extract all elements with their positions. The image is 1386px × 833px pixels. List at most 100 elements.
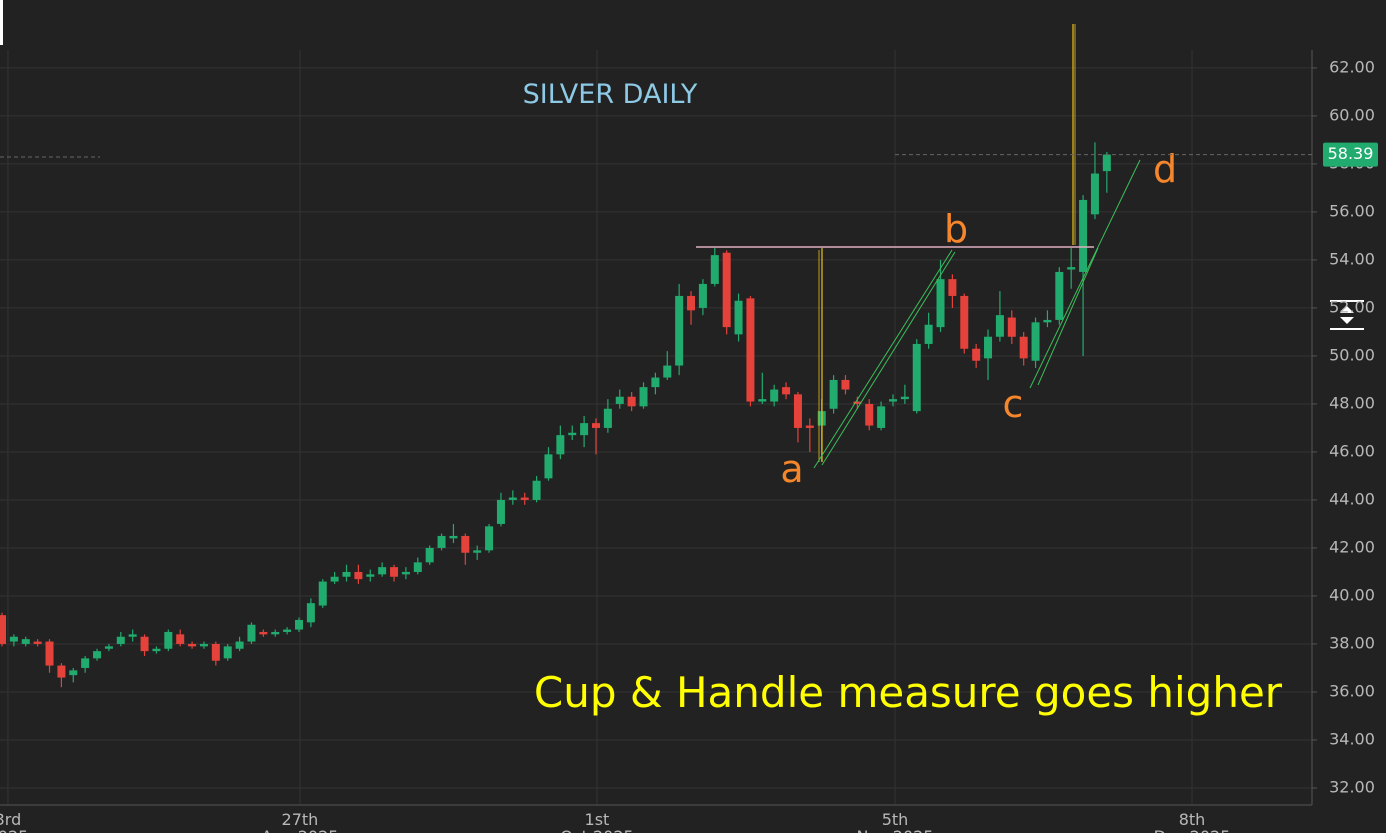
candle-body — [223, 646, 232, 659]
candle-body — [294, 619, 303, 630]
x-tick-label: 3rd — [0, 810, 21, 829]
candle-body — [45, 641, 54, 666]
candle-body — [912, 343, 921, 412]
candle-body — [188, 643, 197, 647]
candle-body — [1055, 271, 1064, 320]
y-tick-label: 50.00 — [1329, 345, 1375, 364]
candle-body — [675, 295, 684, 366]
candle-body — [496, 499, 505, 524]
candle-body — [390, 567, 399, 577]
candle-body — [33, 641, 42, 644]
wave-label: c — [1003, 382, 1024, 426]
candle-body — [461, 535, 470, 553]
candle-body — [199, 643, 208, 647]
y-tick-label: 40.00 — [1329, 585, 1375, 604]
wave-label: b — [944, 207, 968, 251]
candle-body — [841, 379, 850, 390]
candle-body — [793, 394, 802, 428]
candle-body — [354, 571, 363, 580]
candle-body — [710, 255, 719, 284]
candle-body — [401, 571, 410, 575]
y-tick-label: 36.00 — [1329, 681, 1375, 700]
candle-body — [615, 396, 624, 404]
y-tick-label: 46.00 — [1329, 441, 1375, 460]
candle-body — [782, 387, 791, 395]
candle-body — [936, 279, 945, 328]
candle-body — [57, 665, 66, 678]
candle-body — [698, 283, 707, 308]
candle-body — [330, 576, 339, 582]
candle-body — [805, 425, 814, 428]
y-tick-label: 52.00 — [1329, 297, 1375, 316]
candle-body — [318, 581, 327, 606]
wave-label: a — [780, 447, 803, 491]
candle-body — [21, 639, 30, 644]
candle-body — [306, 603, 315, 623]
x-tick-sublabel: Oct 2025 — [560, 827, 633, 833]
candle-body — [437, 535, 446, 548]
candle-body — [520, 497, 529, 500]
candle-body — [900, 396, 909, 400]
candle-body — [473, 550, 482, 553]
grid — [0, 50, 1312, 805]
candle-body — [651, 377, 660, 388]
y-tick-label: 54.00 — [1329, 249, 1375, 268]
y-tick-label: 32.00 — [1329, 777, 1375, 796]
y-tick-label: 56.00 — [1329, 201, 1375, 220]
x-tick-label: 27th — [282, 810, 319, 829]
y-tick-label: 38.00 — [1329, 633, 1375, 652]
chart-title: SILVER DAILY — [523, 79, 698, 110]
candle-body — [283, 629, 292, 632]
candle-body — [271, 631, 280, 635]
candle-body — [508, 497, 517, 500]
candle-body — [639, 387, 648, 407]
candle-body — [591, 423, 600, 428]
handle-arrows — [1340, 306, 1354, 324]
candle-body — [568, 432, 577, 436]
candle-body — [1031, 322, 1040, 361]
candle-body — [425, 547, 434, 563]
candle-body — [247, 624, 256, 642]
candle-body — [1019, 336, 1028, 359]
x-tick-sublabel: Dec 2025 — [1154, 827, 1231, 833]
scale-handle[interactable] — [1330, 298, 1364, 332]
candle-body — [1067, 267, 1076, 270]
candle-body — [1090, 173, 1099, 215]
candle-body — [722, 252, 731, 328]
candle-body — [69, 670, 78, 676]
y-tick-label: 60.00 — [1329, 105, 1375, 124]
candle-body — [164, 631, 173, 649]
x-tick-label: 8th — [1179, 810, 1206, 829]
x-tick-label: 1st — [585, 810, 610, 829]
handle-bg[interactable] — [1330, 298, 1364, 332]
candle-body — [1043, 319, 1052, 323]
candle-body — [366, 574, 375, 577]
candle-body — [770, 389, 779, 402]
candle-body — [972, 348, 981, 361]
candle-body — [449, 535, 458, 539]
candle-body — [140, 636, 149, 652]
candle-body — [0, 615, 6, 644]
candle-body — [948, 279, 957, 296]
wave-label: d — [1153, 147, 1177, 191]
candle-body — [663, 365, 672, 378]
candle-body — [259, 631, 268, 635]
y-tick-label: 42.00 — [1329, 537, 1375, 556]
candle-body — [758, 399, 767, 402]
candle-body — [746, 298, 755, 402]
candle-body — [104, 646, 113, 649]
candle-body — [687, 295, 696, 311]
x-tick-sublabel: 2025 — [0, 827, 28, 833]
trend-line — [1029, 159, 1141, 389]
trend-line — [1037, 247, 1099, 386]
y-tick-label: 44.00 — [1329, 489, 1375, 508]
last-price-tag — [1323, 142, 1378, 167]
candle-body — [603, 408, 612, 428]
y-tick-label: 34.00 — [1329, 729, 1375, 748]
y-tick-label: 62.00 — [1329, 57, 1375, 76]
y-tick-label: 48.00 — [1329, 393, 1375, 412]
candle-body — [984, 336, 993, 359]
candle-body — [556, 435, 565, 455]
